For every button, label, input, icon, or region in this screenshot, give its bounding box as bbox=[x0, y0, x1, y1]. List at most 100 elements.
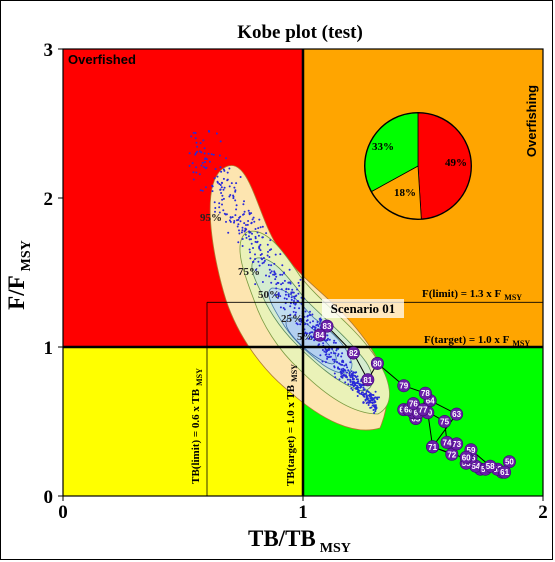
cloud-point bbox=[268, 249, 271, 252]
cloud-point bbox=[214, 207, 217, 209]
cloud-point bbox=[248, 230, 251, 233]
cloud-point bbox=[196, 145, 199, 148]
cloud-point bbox=[226, 171, 229, 174]
cloud-point bbox=[276, 281, 279, 284]
trajectory-year-label: 59 bbox=[467, 446, 476, 455]
cloud-point bbox=[225, 157, 227, 160]
cloud-point bbox=[203, 147, 206, 150]
cloud-point bbox=[252, 260, 255, 263]
cloud-point bbox=[200, 151, 203, 154]
cloud-point bbox=[367, 391, 370, 394]
cloud-point bbox=[280, 283, 283, 286]
cloud-point bbox=[258, 245, 261, 248]
cloud-point bbox=[283, 297, 286, 300]
cloud-point bbox=[247, 209, 250, 212]
cloud-point bbox=[218, 206, 221, 209]
cloud-point bbox=[345, 364, 348, 367]
cloud-point bbox=[306, 323, 309, 326]
cloud-point bbox=[309, 314, 312, 317]
cloud-point bbox=[207, 152, 210, 155]
cloud-point bbox=[308, 332, 311, 335]
cloud-point bbox=[269, 271, 272, 274]
trajectory-year-label: 64 bbox=[426, 397, 435, 406]
cloud-point bbox=[326, 334, 329, 337]
trajectory-year-label: 65 bbox=[411, 415, 420, 424]
cloud-point bbox=[327, 337, 329, 340]
cloud-point bbox=[334, 341, 337, 344]
cloud-point bbox=[226, 178, 229, 181]
trajectory-year-label: 73 bbox=[452, 440, 461, 449]
cloud-point bbox=[342, 367, 345, 370]
cloud-point bbox=[254, 235, 257, 238]
cloud-point bbox=[352, 384, 355, 387]
cloud-point bbox=[311, 326, 314, 329]
trajectory-year-label: 50 bbox=[505, 458, 514, 467]
cloud-point bbox=[250, 242, 253, 245]
x-axis-label-main: TB/TB bbox=[248, 526, 316, 551]
cloud-point bbox=[341, 372, 343, 375]
cloud-point bbox=[255, 268, 258, 271]
cloud-point bbox=[290, 296, 293, 299]
cloud-point bbox=[210, 153, 213, 156]
cloud-point bbox=[346, 378, 349, 381]
cloud-point bbox=[340, 368, 343, 371]
y-tick-label: 1 bbox=[44, 338, 54, 359]
trajectory-year-label: 68 bbox=[404, 406, 413, 415]
cloud-point bbox=[221, 198, 224, 201]
quadrant-caution bbox=[63, 347, 303, 496]
cloud-point bbox=[325, 353, 328, 356]
cloud-point bbox=[350, 370, 353, 373]
cloud-point bbox=[287, 281, 290, 284]
x-axis-label-sub: MSY bbox=[320, 541, 351, 556]
cloud-point bbox=[274, 273, 277, 275]
cloud-point bbox=[369, 401, 372, 404]
cloud-point bbox=[236, 225, 239, 228]
cloud-point bbox=[358, 392, 361, 395]
cloud-point bbox=[240, 231, 243, 234]
cloud-point bbox=[216, 175, 219, 178]
tb-target-label: TB(target) = 1.0 x TB MSY bbox=[285, 364, 299, 486]
axes: 0 1 2 0 1 2 3 bbox=[44, 40, 548, 523]
pie-outline bbox=[364, 112, 472, 220]
cloud-point bbox=[285, 287, 288, 290]
cloud-point bbox=[208, 160, 211, 163]
cloud-point bbox=[250, 212, 253, 215]
cloud-point bbox=[326, 349, 329, 352]
contour-label: 50% bbox=[258, 289, 280, 301]
f-target-label: F(target) = 1.0 x F MSY bbox=[424, 334, 530, 348]
trajectory-point bbox=[438, 414, 452, 428]
cloud-point bbox=[254, 253, 256, 256]
cloud-point bbox=[257, 227, 260, 230]
cloud-point bbox=[247, 220, 250, 222]
cloud-point bbox=[235, 208, 238, 211]
cloud-point bbox=[362, 394, 365, 397]
cloud-point bbox=[201, 161, 204, 164]
cloud-point bbox=[219, 188, 222, 191]
cloud-point bbox=[275, 287, 278, 290]
y-tick-label: 3 bbox=[44, 40, 54, 61]
cloud-point bbox=[219, 140, 222, 143]
cloud-point bbox=[199, 142, 202, 145]
cloud-point bbox=[232, 194, 235, 197]
cloud-point bbox=[227, 231, 230, 234]
cloud-point bbox=[262, 257, 265, 259]
pie-slice bbox=[371, 165, 422, 220]
cloud-point bbox=[241, 229, 244, 232]
cloud-point bbox=[304, 331, 307, 334]
cloud-point bbox=[341, 375, 343, 377]
cloud-point bbox=[283, 308, 286, 311]
cloud-point bbox=[297, 281, 300, 284]
cloud-point bbox=[268, 256, 271, 258]
trajectory-year-label: 83 bbox=[323, 322, 332, 331]
cloud-point bbox=[241, 245, 244, 247]
cloud-point bbox=[293, 297, 296, 300]
x-axis-label: TB/TB MSY bbox=[248, 526, 351, 556]
cloud-point bbox=[354, 371, 357, 374]
trajectory-year-label: 63 bbox=[452, 410, 461, 419]
scenario-label-bg bbox=[322, 299, 404, 318]
cloud-point bbox=[333, 358, 336, 361]
cloud-point bbox=[259, 249, 262, 252]
quadrant-label-overfished: Overfished bbox=[68, 52, 136, 67]
trajectory-point bbox=[426, 440, 440, 454]
kobe-quadrants bbox=[63, 49, 543, 496]
